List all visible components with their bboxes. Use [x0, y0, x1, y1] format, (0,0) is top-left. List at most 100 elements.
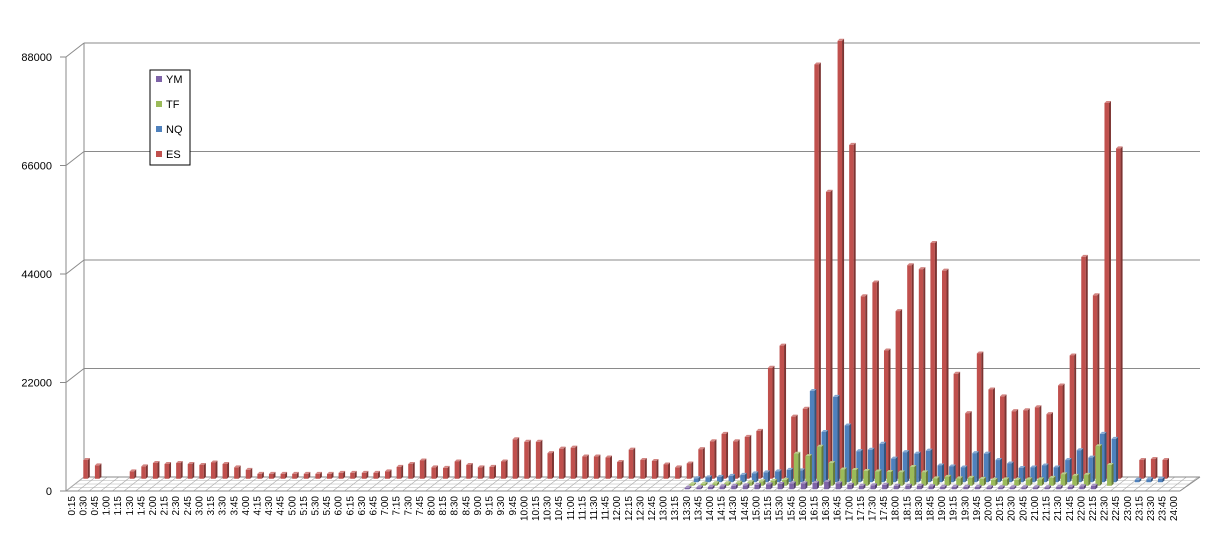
bar-es-1800	[907, 263, 914, 479]
bar-side-face	[575, 445, 578, 479]
bar-es-015	[83, 458, 90, 479]
x-tick-label: 24:00	[1169, 496, 1180, 521]
grid-layer	[65, 42, 1200, 492]
bar-side-face	[644, 458, 647, 479]
bar-top-face	[1134, 477, 1142, 480]
bar-top-face	[812, 480, 819, 483]
bar-front-face	[1018, 467, 1024, 483]
bar-es-1100	[582, 454, 589, 479]
bar-front-face	[837, 40, 843, 479]
bar-es-715	[408, 461, 415, 479]
bar-side-face	[991, 485, 994, 490]
bar-side-face	[693, 482, 696, 486]
x-tick-label: 23:00	[1123, 496, 1134, 521]
bar-side-face	[909, 483, 912, 490]
bar-front-face	[1088, 457, 1093, 483]
x-tick-label: 9:15	[485, 496, 496, 516]
bar-top-face	[1053, 465, 1061, 468]
bar-side-face	[876, 280, 879, 479]
bar-top-face	[918, 267, 926, 270]
bar-es-1715	[872, 280, 879, 479]
bar-tf-1730	[874, 469, 882, 486]
bar-front-face	[1053, 467, 1059, 483]
bar-front-face	[967, 477, 973, 486]
bar-es-615	[361, 470, 369, 479]
bar-top-face	[956, 476, 963, 479]
x-tick-labels: 0:15 0:30 0:45 1:00 1:15 1:30 1:45 2:00 2:15 2:30…	[67, 496, 1180, 521]
bar-tf-2015	[1002, 477, 1010, 486]
bar-es-815	[454, 459, 462, 479]
bar-side-face	[969, 411, 972, 479]
bar-front-face	[1107, 465, 1112, 486]
bar-front-face	[991, 479, 996, 486]
bar-front-face	[988, 389, 993, 479]
bar-top-face	[775, 469, 782, 472]
bar-top-face	[651, 458, 659, 461]
bar-front-face	[833, 396, 838, 483]
bar-side-face	[930, 448, 933, 483]
bar-front-face	[1030, 467, 1035, 483]
bar-tf-1415	[724, 481, 731, 486]
bar-side-face	[1072, 484, 1075, 490]
bar-side-face	[902, 470, 905, 486]
bar-top-face	[1009, 485, 1017, 488]
bar-top-face	[814, 62, 821, 65]
bar-side-face	[709, 475, 712, 483]
bar-top-face	[914, 451, 921, 454]
bar-ym-1530	[777, 481, 785, 490]
bar-es-1245	[663, 462, 671, 479]
bar-side-face	[911, 263, 914, 479]
bar-es-1030	[559, 446, 566, 479]
bar-side-face	[1014, 485, 1017, 490]
bar-side-face	[751, 480, 754, 486]
x-tick-label: 9:00	[473, 496, 484, 516]
bar-es-2100	[1046, 412, 1053, 479]
legend-label-tf: TF	[166, 99, 180, 111]
x-tick-label: 16:15	[809, 496, 820, 521]
x-tick-label: 17:30	[867, 496, 878, 521]
bar-nq-1430	[740, 472, 747, 483]
bar-top-face	[693, 476, 701, 479]
x-tick-label: 12:30	[635, 496, 646, 521]
bar-front-face	[535, 441, 541, 479]
bar-nq-2315	[1146, 477, 1153, 483]
bar-side-face	[786, 477, 789, 486]
bar-ym-1800	[893, 483, 901, 490]
bar-side-face	[853, 142, 856, 479]
x-tick-label: 7:45	[415, 496, 426, 516]
bar-front-face	[979, 478, 984, 486]
bar-front-face	[141, 466, 146, 479]
bar-front-face	[825, 191, 831, 479]
bar-top-face	[1099, 431, 1107, 434]
bar-side-face	[960, 476, 963, 486]
bar-front-face	[867, 449, 873, 483]
bar-top-face	[949, 464, 956, 467]
x-tick-label: 6:00	[334, 496, 345, 516]
bar-top-face	[777, 481, 785, 484]
bar-front-face	[916, 485, 922, 490]
bar-front-face	[454, 461, 460, 479]
bar-side-face	[879, 469, 882, 486]
bar-top-face	[740, 472, 747, 475]
bar-side-face	[459, 459, 462, 479]
bar-tf-1600	[805, 454, 812, 486]
bar-front-face	[728, 475, 734, 483]
bar-side-face	[737, 439, 740, 479]
bar-side-face	[609, 455, 612, 479]
bar-tf-1945	[979, 476, 986, 486]
bar-top-face	[709, 439, 717, 442]
bar-front-face	[164, 463, 170, 479]
bar-ym-1700	[847, 482, 854, 490]
bar-es-745	[431, 465, 438, 479]
bar-ym-1900	[940, 484, 947, 490]
bar-side-face	[758, 482, 761, 490]
bar-front-face	[675, 467, 680, 479]
bar-front-face	[700, 483, 706, 486]
bar-tf-1700	[851, 467, 859, 486]
bar-top-face	[907, 263, 914, 266]
x-tick-label: 8:15	[438, 496, 449, 516]
bar-side-face	[493, 464, 496, 479]
bar-side-face	[412, 461, 415, 479]
bar-front-face	[1058, 385, 1063, 479]
bar-side-face	[874, 483, 877, 490]
